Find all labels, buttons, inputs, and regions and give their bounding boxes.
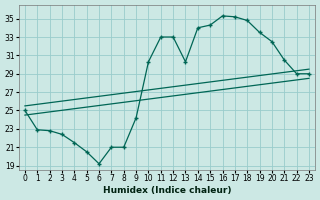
X-axis label: Humidex (Indice chaleur): Humidex (Indice chaleur): [103, 186, 231, 195]
